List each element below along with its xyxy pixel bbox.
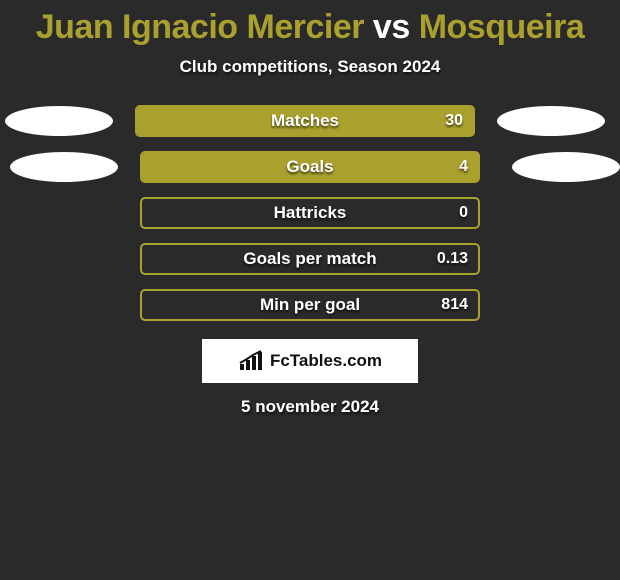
stat-label: Hattricks [274, 203, 347, 223]
stat-bar: Hattricks 0 [140, 197, 480, 229]
stat-value: 0 [459, 204, 468, 222]
stat-row: Goals per match 0.13 [0, 243, 620, 275]
stat-label: Matches [271, 111, 339, 131]
brand-text: FcTables.com [270, 351, 382, 371]
stat-value: 0.13 [437, 250, 468, 268]
right-oval [512, 152, 620, 182]
left-oval [5, 106, 113, 136]
right-oval [497, 106, 605, 136]
stat-row: Hattricks 0 [0, 197, 620, 229]
subtitle: Club competitions, Season 2024 [0, 57, 620, 77]
stat-bar: Matches 30 [135, 105, 475, 137]
comparison-widget: Juan Ignacio Mercier vs Mosqueira Club c… [0, 0, 620, 417]
stat-label: Goals per match [243, 249, 376, 269]
stat-value: 814 [441, 296, 468, 314]
stat-label: Goals [286, 157, 333, 177]
title-player2: Mosqueira [419, 8, 585, 46]
stat-value: 30 [445, 112, 463, 130]
stat-bar: Min per goal 814 [140, 289, 480, 321]
stat-rows: Matches 30 Goals 4 Hattricks 0 Goals per match… [0, 105, 620, 321]
left-oval [10, 152, 118, 182]
brand-badge: FcTables.com [202, 339, 418, 383]
chart-icon [238, 350, 264, 372]
stat-bar: Goals per match 0.13 [140, 243, 480, 275]
stat-label: Min per goal [260, 295, 360, 315]
stat-value: 4 [459, 158, 468, 176]
date-text: 5 november 2024 [0, 397, 620, 417]
stat-row: Goals 4 [0, 151, 620, 183]
title-vs: vs [373, 8, 410, 46]
title-player1: Juan Ignacio Mercier [36, 8, 364, 46]
stat-bar: Goals 4 [140, 151, 480, 183]
title: Juan Ignacio Mercier vs Mosqueira [0, 8, 620, 47]
stat-row: Matches 30 [0, 105, 620, 137]
stat-row: Min per goal 814 [0, 289, 620, 321]
